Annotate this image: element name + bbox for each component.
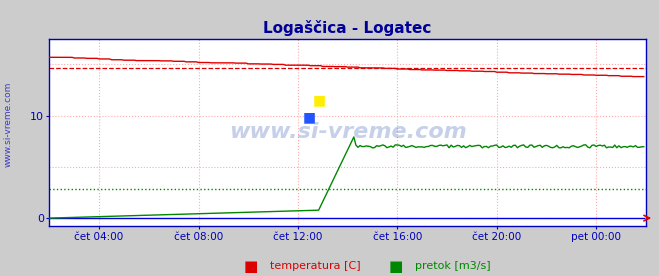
Text: www.si-vreme.com: www.si-vreme.com — [4, 81, 13, 167]
Text: temperatura [C]: temperatura [C] — [270, 261, 361, 271]
Text: pretok [m3/s]: pretok [m3/s] — [415, 261, 491, 271]
Text: ■: ■ — [243, 259, 258, 274]
Text: ■: ■ — [302, 110, 316, 124]
Text: www.si-vreme.com: www.si-vreme.com — [229, 123, 467, 142]
Title: Logaščica - Logatec: Logaščica - Logatec — [264, 20, 432, 36]
Text: ■: ■ — [313, 94, 326, 108]
Text: ■: ■ — [388, 259, 403, 274]
